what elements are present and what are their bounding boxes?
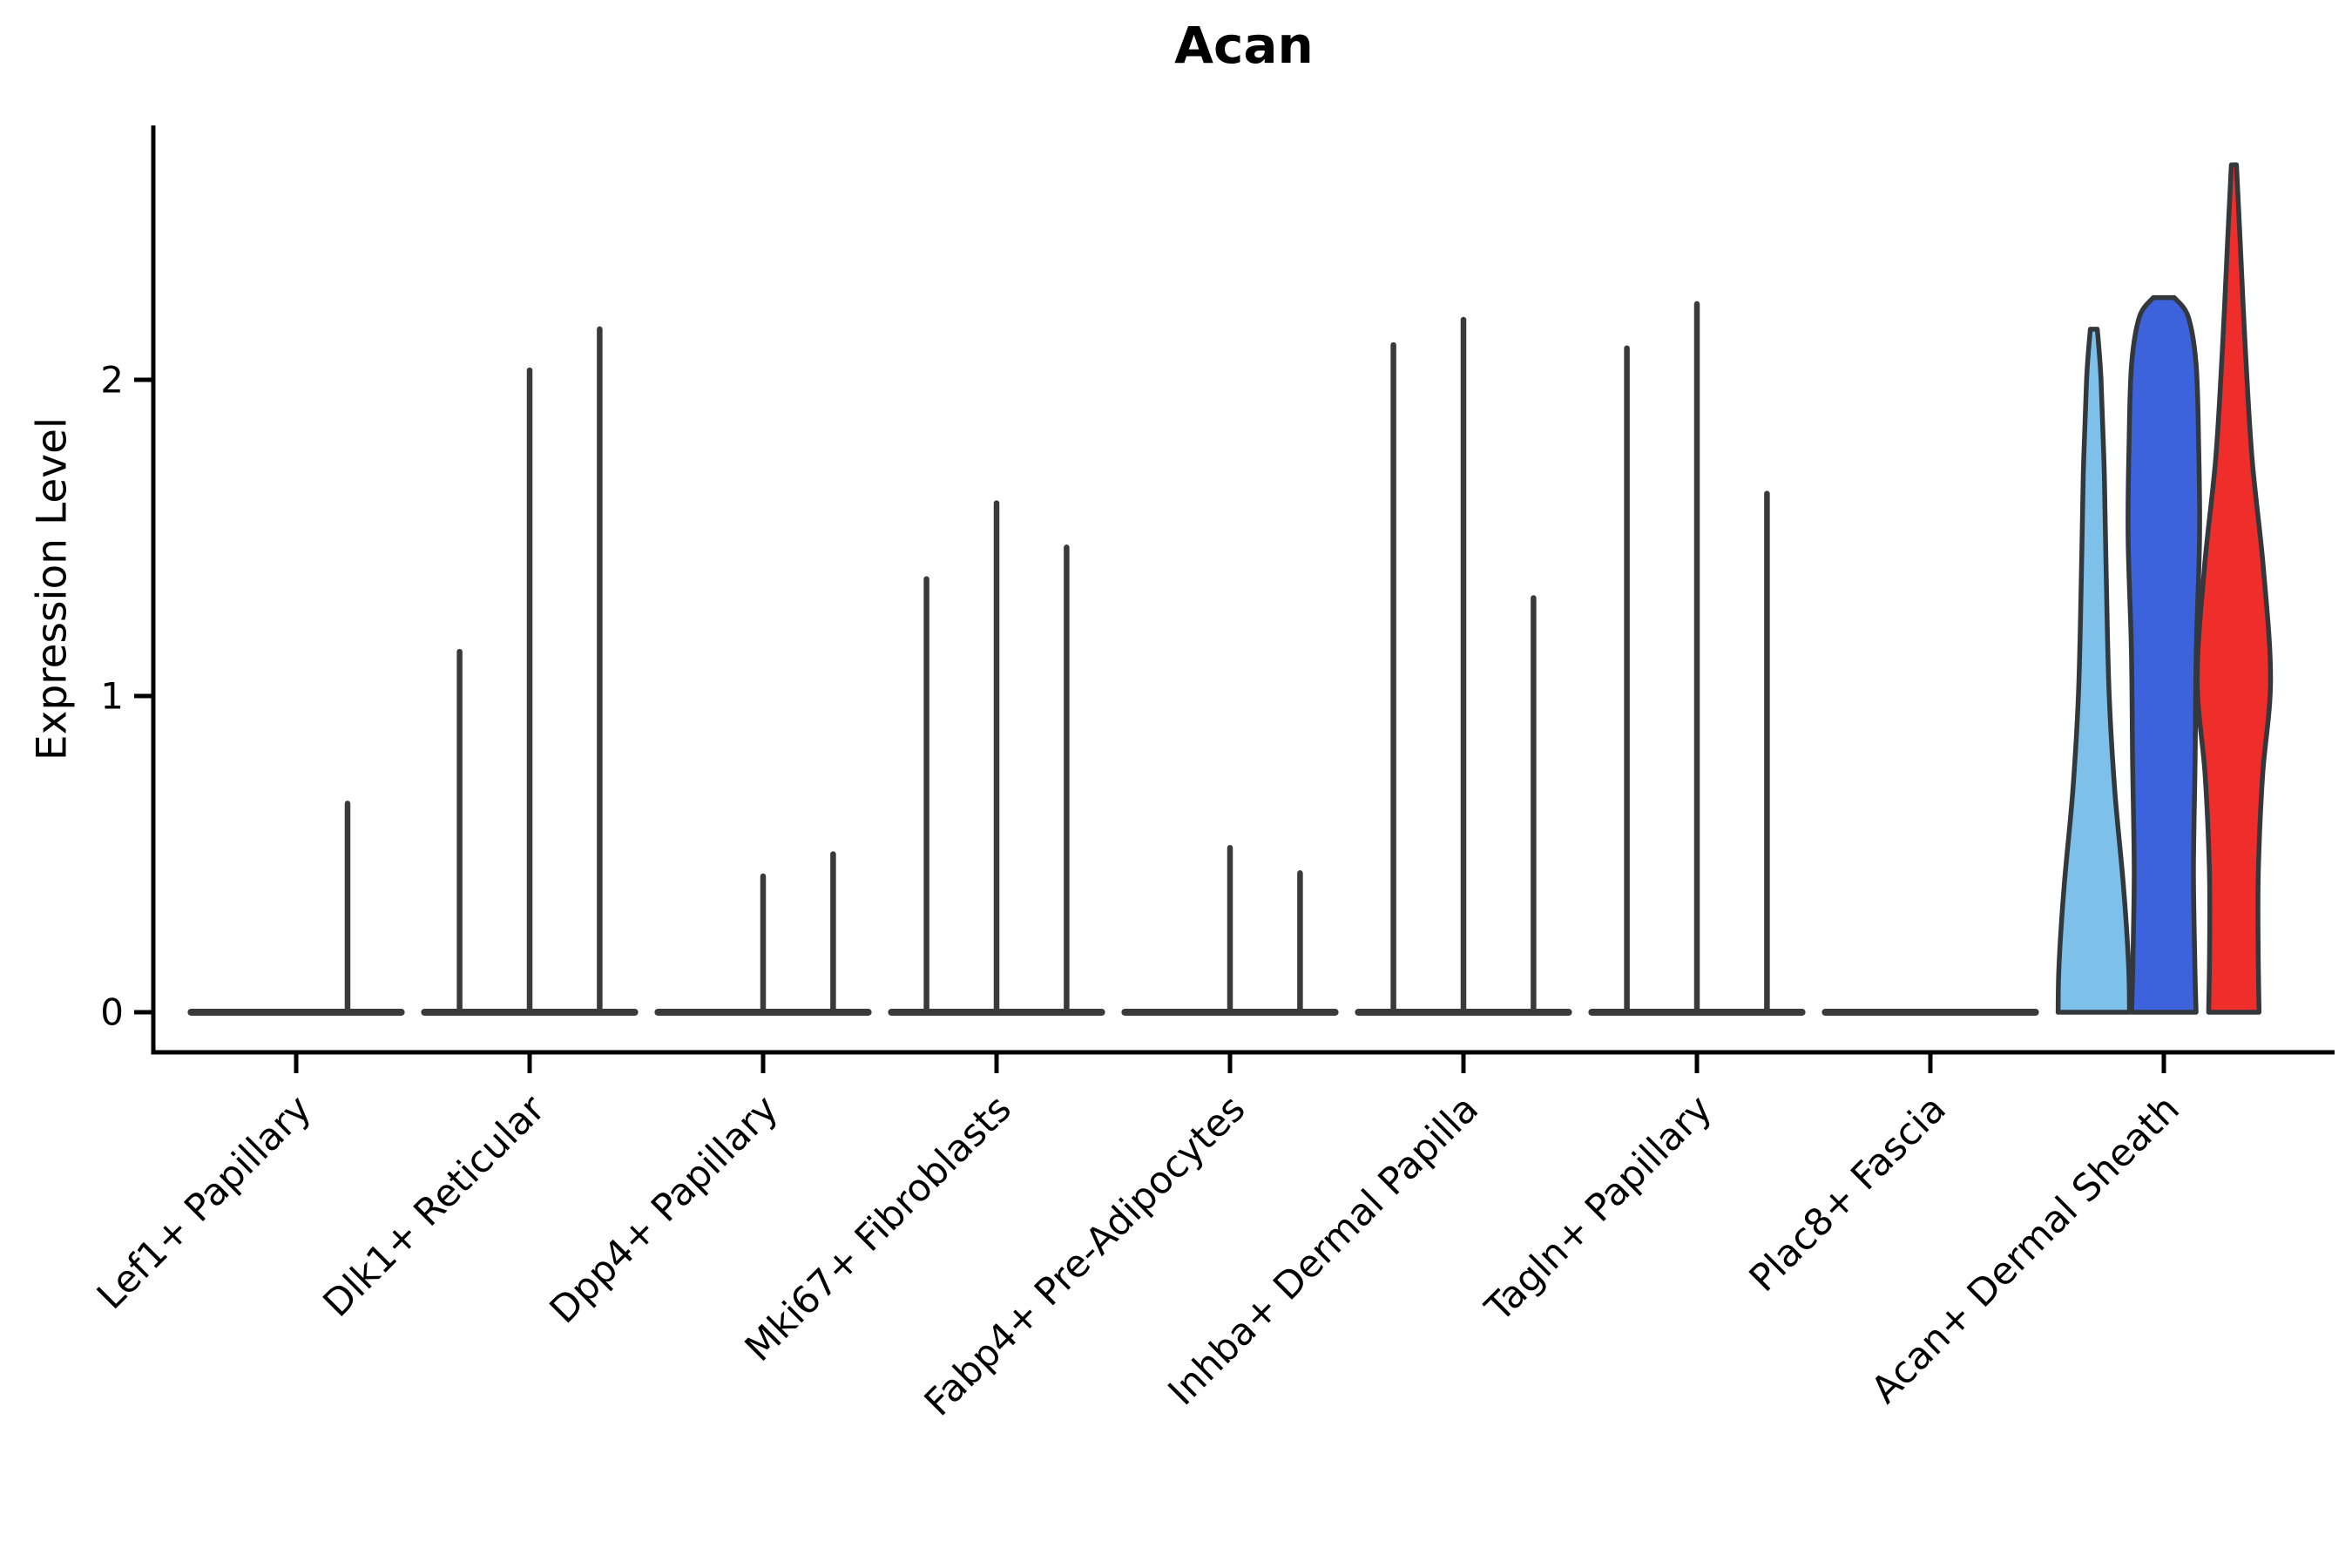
axis-spines <box>151 125 2335 1055</box>
y-tick-label: 2 <box>100 358 124 402</box>
dermal-sheath-violin-mid <box>2126 294 2202 1015</box>
chart-title: Acan <box>1174 16 1314 75</box>
y-tick-label: 1 <box>100 674 124 718</box>
y-axis-label: Expression Level <box>28 416 77 761</box>
y-tick-label: 0 <box>100 990 124 1034</box>
dermal-sheath-violin-left <box>2055 327 2132 1015</box>
dermal-sheath-violin-right <box>2194 162 2274 1015</box>
